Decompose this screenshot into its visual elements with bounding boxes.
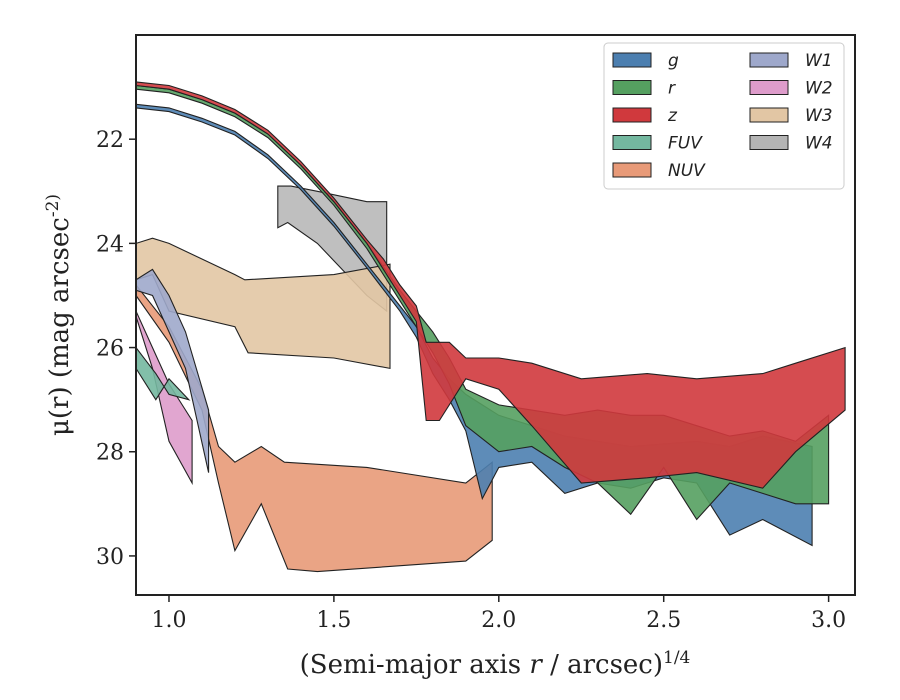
band-w2 <box>136 310 193 486</box>
x-tick-label: 3.0 <box>811 608 846 633</box>
legend: grz FUV NUV W1 W2 W3 W4 <box>603 42 845 190</box>
legend-swatch-w3 <box>749 107 789 123</box>
legend-label-w1: W1 <box>805 51 833 71</box>
band-fuv <box>136 346 191 401</box>
legend-label-fuv: FUV <box>668 134 703 154</box>
band-z <box>136 81 846 489</box>
legend-label-nuv: NUV <box>668 161 706 181</box>
y-axis-label: μ(r) (mag arcsec-2) <box>43 194 75 436</box>
legend-label-r: r <box>668 79 676 99</box>
legend-label-w4: W4 <box>805 134 833 154</box>
legend-swatch-fuv <box>612 135 652 150</box>
legend-label-w3: W3 <box>805 106 833 126</box>
legend-swatch-z <box>612 107 652 123</box>
x-tick-label: 1.0 <box>151 608 186 633</box>
x-axis-label: (Semi-major axis r / arcsec)1/4 <box>300 648 691 680</box>
y-axis: 22 24 26 28 30 <box>96 128 136 570</box>
band-w1 <box>136 268 210 473</box>
legend-label-g: g <box>668 51 679 71</box>
x-tick-label: 2.5 <box>646 608 681 633</box>
legend-label-w2: W2 <box>805 79 833 99</box>
y-tick-label: 30 <box>96 545 124 570</box>
y-tick-label: 24 <box>96 232 124 257</box>
legend-swatch-w1 <box>749 52 789 68</box>
y-tick-label: 22 <box>96 128 124 153</box>
x-axis: 1.0 1.5 2.0 2.5 3.0 <box>151 595 846 633</box>
legend-label-z: z <box>667 106 678 126</box>
y-tick-label: 28 <box>96 441 124 466</box>
x-tick-label: 2.0 <box>481 608 516 633</box>
x-tick-label: 1.5 <box>316 608 351 633</box>
plot-frame <box>135 34 856 596</box>
bands-layer <box>136 81 846 573</box>
legend-swatch-w2 <box>749 80 789 95</box>
legend-swatch-nuv <box>612 162 652 178</box>
y-tick-label: 26 <box>96 337 124 362</box>
legend-box <box>603 42 845 190</box>
legend-swatch-g <box>612 52 652 68</box>
legend-swatch-r <box>612 80 652 95</box>
band-g <box>136 103 813 547</box>
legend-swatch-w4 <box>749 135 789 150</box>
